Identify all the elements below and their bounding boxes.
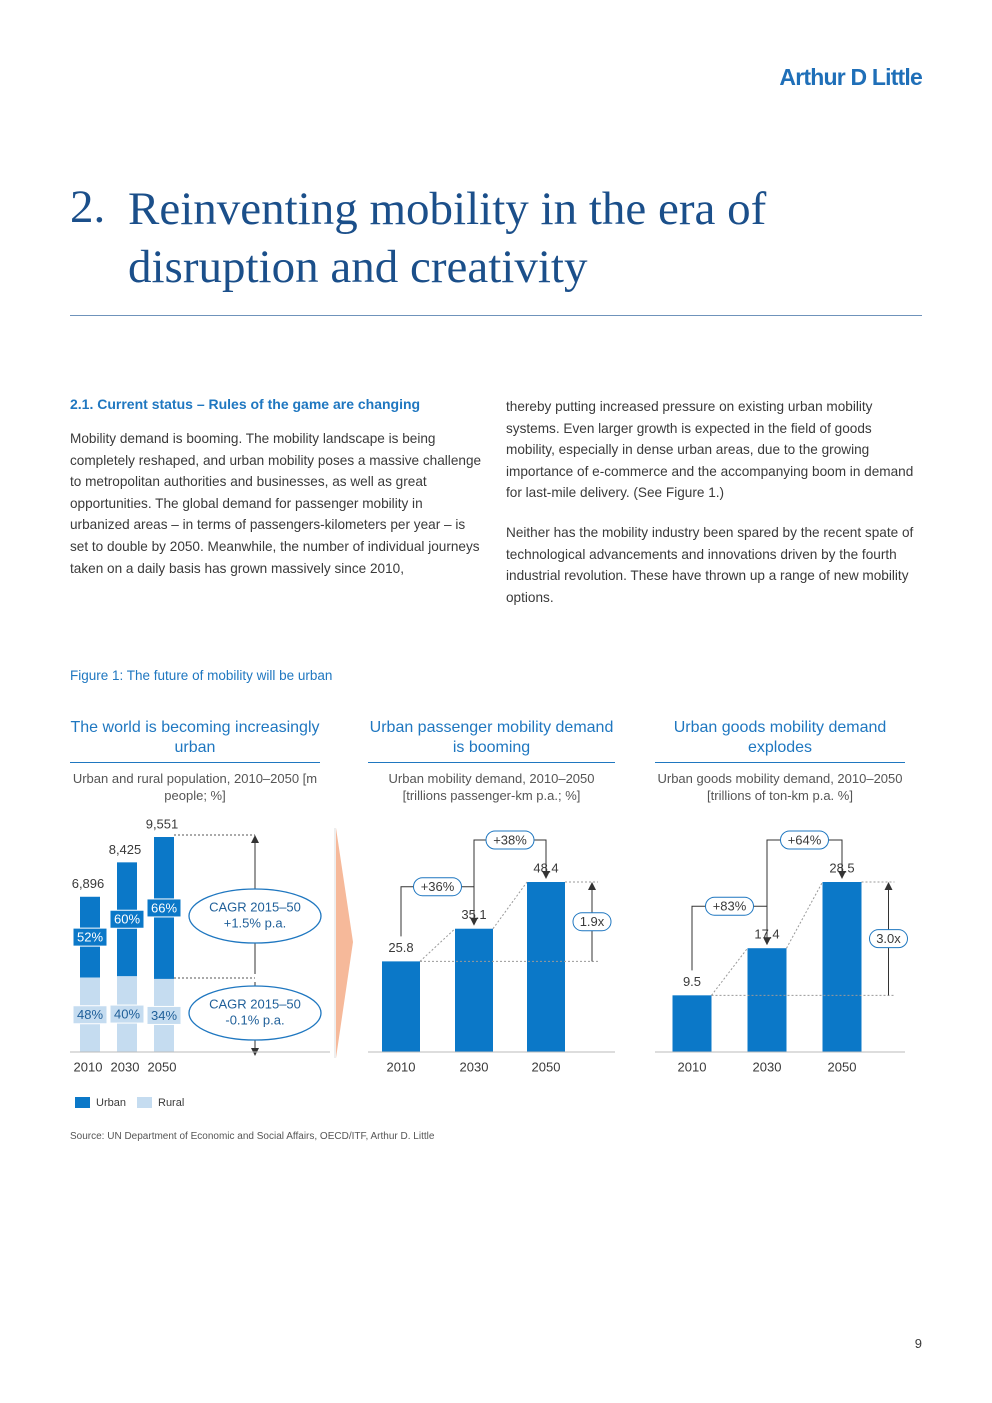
label-box (109, 1004, 145, 1024)
chart-subtitle: Urban goods mobility demand, 2010–2050 [… (657, 771, 903, 803)
value-label: 66% (151, 900, 177, 915)
annotation-ellipse (188, 888, 322, 944)
label-box (109, 909, 145, 929)
value-label: 40% (114, 1007, 140, 1022)
bar (382, 961, 420, 1052)
source: Source: UN Department of Economic and So… (70, 1131, 435, 1142)
x-tick-label: 2030 (111, 1059, 140, 1074)
legend-label: Rural (158, 1097, 184, 1109)
chart-title: Urban goods mobility demand explodes (655, 718, 905, 763)
dashed-guide (786, 881, 823, 949)
chart-subtitle: Urban mobility demand, 2010–2050 [trilli… (388, 771, 595, 803)
paragraph: thereby putting increased pressure on ex… (506, 399, 914, 501)
value-label: 60% (114, 912, 140, 927)
x-tick-label: 2010 (74, 1059, 103, 1074)
dashed-guide (419, 928, 456, 962)
logo: Arthur D Little (779, 64, 922, 90)
legend-swatch (137, 1097, 152, 1108)
bar (672, 995, 712, 1052)
label-box (572, 912, 612, 932)
annotation: CAGR 2015–50 (209, 996, 301, 1011)
label-box (413, 877, 462, 897)
growth-label: +64% (788, 832, 822, 847)
title: Reinventing mobility in the era of disru… (128, 183, 767, 293)
value-label: 48% (77, 1007, 103, 1022)
ratio-label: 3.0x (876, 931, 901, 946)
chart-title: Urban passenger mobility demand is boomi… (368, 718, 615, 763)
ratio-label: 1.9x (580, 914, 605, 929)
x-tick-label: 2050 (828, 1059, 857, 1074)
x-tick-label: 2030 (753, 1059, 782, 1074)
x-tick-label: 2050 (148, 1059, 177, 1074)
x-tick-label: 2050 (532, 1059, 561, 1074)
growth-label: +38% (493, 832, 527, 847)
bar (747, 948, 787, 1052)
chart-title: The world is becoming increasingly urban (70, 718, 320, 763)
label-box (485, 830, 535, 850)
dashed-guide (492, 881, 528, 930)
chevron (336, 828, 353, 1058)
annotation: +1.5% p.a. (224, 915, 287, 930)
dashed-guide (711, 947, 748, 996)
label-box (146, 898, 182, 918)
x-tick-label: 2030 (460, 1059, 489, 1074)
annotation: CAGR 2015–50 (209, 899, 301, 914)
figure-caption: Figure 1: The future of mobility will be… (70, 668, 333, 683)
growth-label: +83% (713, 899, 747, 914)
bar (527, 882, 565, 1052)
growth-label: +36% (421, 879, 455, 894)
bar (455, 928, 493, 1052)
chart-subtitle: Urban and rural population, 2010–2050 [m… (72, 771, 318, 803)
paragraph: Neither has the mobility industry been s… (506, 525, 914, 605)
title-rule (70, 315, 922, 316)
paragraph: Mobility demand is booming. The mobility… (70, 431, 482, 576)
bar (822, 882, 862, 1052)
page-number: 9 (914, 1336, 922, 1351)
value-label: 9.5 (683, 974, 701, 989)
value-label: 25.8 (388, 940, 413, 955)
total-label: 6,896 (72, 876, 105, 891)
label-box (72, 927, 108, 947)
annotation: -0.1% p.a. (225, 1012, 284, 1027)
x-tick-label: 2010 (387, 1059, 416, 1074)
value-label: 52% (77, 930, 103, 945)
annotation-ellipse (188, 985, 322, 1041)
total-label: 9,551 (146, 816, 179, 831)
legend-swatch (75, 1097, 90, 1108)
section-heading: 2.1. Current status – Rules of the game … (70, 396, 421, 412)
total-label: 8,425 (109, 842, 142, 857)
value-label: 34% (151, 1008, 177, 1023)
label-box (146, 1005, 182, 1025)
label-box (72, 1005, 108, 1025)
title-number: 2. (70, 181, 106, 233)
label-box (780, 830, 829, 850)
label-box (705, 896, 754, 916)
x-tick-label: 2010 (678, 1059, 707, 1074)
label-box (869, 929, 908, 949)
legend-label: Urban (96, 1097, 126, 1109)
